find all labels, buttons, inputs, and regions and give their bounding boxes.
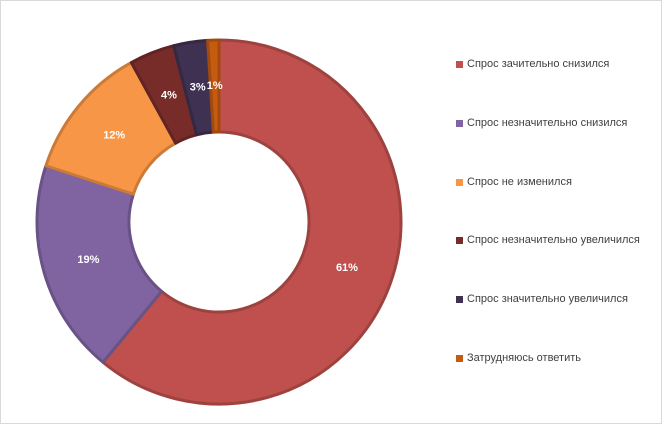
slice-label-1: 61% [336,262,358,274]
legend-label: Затрудняюсь ответить [467,352,582,364]
legend-label: Спрос значительно увеличился [467,293,628,305]
legend-item: Спрос незначительно снизился [456,116,627,130]
slice-1 [101,38,403,406]
legend-item: Спрос незначительно увеличился [456,233,640,247]
legend-item: Спрос значительно увеличился [456,292,628,306]
legend-item: Затрудняюсь ответить [456,351,581,365]
legend-swatch [456,295,463,303]
legend-swatch [456,178,463,186]
slice-label-5: 3% [190,82,206,94]
legend-swatch [456,236,463,244]
legend-label: Спрос незначительно увеличился [467,234,640,246]
slice-label-4: 4% [161,90,177,102]
legend-swatch [456,60,463,68]
legend-swatch [456,354,463,362]
doughnut-slices [35,38,403,406]
slice-label-3: 12% [103,129,125,141]
slice-2 [35,164,164,364]
legend-label: Спрос незначительно снизился [467,117,628,129]
slice-6 [206,38,221,134]
legend-item: Спрос зачительно снизился [456,57,609,71]
legend-label: Спрос не изменился [467,176,572,188]
slice-label-6: 1% [207,80,223,92]
slice-label-2: 19% [77,254,99,266]
legend-swatch [456,119,463,127]
slice-labels: 61% 19% 12% 4% 3% 1% [77,80,358,274]
legend-label: Спрос зачительно снизился [467,58,610,70]
legend-item: Спрос не изменился [456,175,572,189]
